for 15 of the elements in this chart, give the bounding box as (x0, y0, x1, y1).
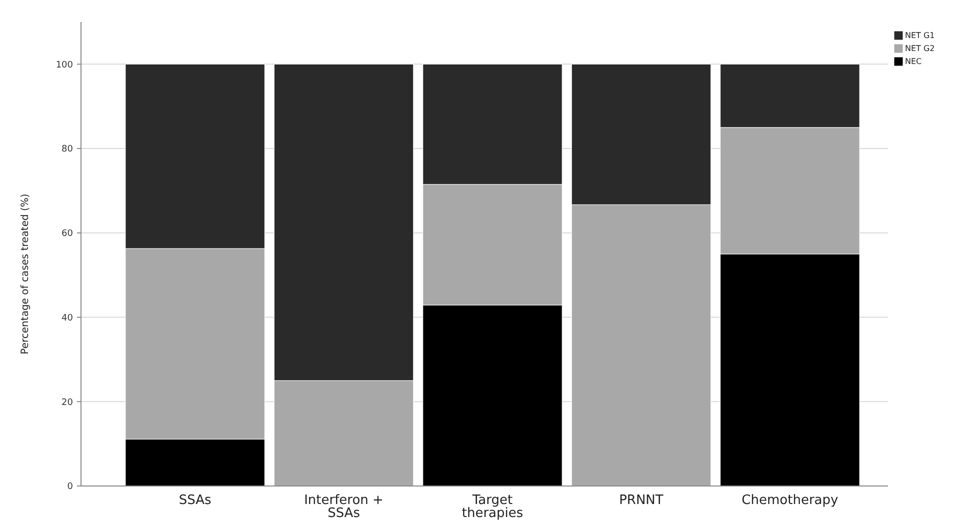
x-tick-label: Chemotherapy (742, 493, 838, 508)
y-tick-label: 100 (56, 60, 74, 70)
y-tick-label: 80 (62, 144, 74, 155)
y-tick-label: 40 (62, 313, 74, 324)
legend-label: NET G2 (905, 44, 935, 53)
y-tick-label: 60 (62, 229, 74, 240)
x-tick-label: PRNNT (619, 493, 664, 508)
x-tick-label: SSAs (178, 493, 212, 508)
x-tick-label: Target therapies (462, 493, 524, 521)
x-tick-label: Interferon + SSAs (304, 493, 384, 521)
y-tick-label: 20 (62, 398, 74, 408)
y-tick-label: 0 (67, 482, 74, 492)
legend-label: NET G1 (905, 31, 935, 40)
legend-label: NEC (905, 57, 922, 66)
y-axis-title: Percentage of cases treated (%) (20, 194, 31, 354)
